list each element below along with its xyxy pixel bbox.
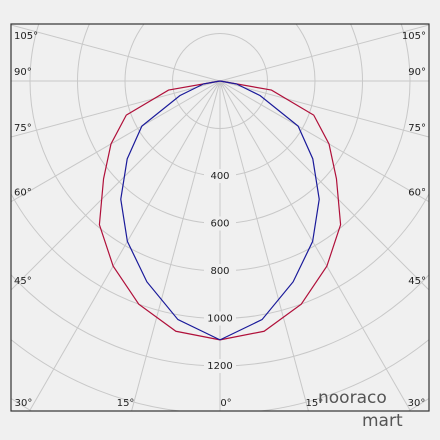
grid-spoke bbox=[219, 80, 429, 291]
watermark-bottom: mart bbox=[362, 411, 403, 431]
angle-label: 75° bbox=[14, 123, 32, 134]
r-tick-label: 1000 bbox=[207, 314, 232, 325]
angle-label: 30° bbox=[408, 398, 426, 409]
angle-label: 0° bbox=[220, 398, 231, 409]
labels: 0° 15° 15° 30° 30° 45° 45° 60° 60° 75° 75° 90° 90° 10… bbox=[14, 31, 426, 409]
intensity-curve bbox=[120, 80, 221, 341]
angle-label: 30° bbox=[15, 398, 33, 409]
angle-label: 105° bbox=[402, 31, 426, 42]
grid-spoke bbox=[219, 24, 429, 82]
angle-label: 45° bbox=[408, 276, 426, 287]
tick-label-bg bbox=[204, 169, 236, 183]
angle-label: 45° bbox=[14, 276, 32, 287]
angle-label: 15° bbox=[306, 398, 324, 409]
r-tick-label: 600 bbox=[210, 219, 229, 230]
intensity-curve bbox=[219, 80, 342, 341]
grid-spoke bbox=[219, 80, 429, 203]
angle-label: 105° bbox=[14, 31, 38, 42]
grid-spoke bbox=[29, 80, 221, 411]
grid-spoke bbox=[131, 80, 221, 411]
grid-spoke bbox=[219, 80, 309, 411]
angle-label: 75° bbox=[408, 123, 426, 134]
tick-label-bg bbox=[204, 311, 236, 326]
angle-label: 60° bbox=[408, 188, 426, 199]
frame bbox=[10, 23, 430, 412]
grid-spoke bbox=[219, 80, 429, 138]
watermark: nooraco mart bbox=[318, 388, 403, 431]
intensity-curve bbox=[98, 80, 221, 341]
grid-spoke bbox=[11, 24, 221, 82]
grid-spoke bbox=[11, 80, 221, 138]
curves bbox=[98, 80, 342, 341]
r-tick-label: 400 bbox=[210, 171, 229, 182]
tick-label-bg bbox=[204, 359, 236, 373]
r-tick-label: 800 bbox=[210, 266, 229, 277]
watermark-top: nooraco bbox=[318, 388, 387, 408]
angle-label: 90° bbox=[408, 67, 426, 78]
grid-spoke bbox=[11, 80, 221, 203]
grid-spoke bbox=[11, 80, 221, 291]
angle-label: 90° bbox=[14, 67, 32, 78]
grid-spoke bbox=[219, 80, 411, 411]
angle-label: 60° bbox=[14, 188, 32, 199]
intensity-curve bbox=[219, 80, 320, 341]
tick-label-bg bbox=[204, 216, 236, 231]
angle-label: 15° bbox=[117, 398, 135, 409]
r-tick-label: 1200 bbox=[207, 361, 232, 372]
tick-label-bg bbox=[204, 264, 236, 278]
